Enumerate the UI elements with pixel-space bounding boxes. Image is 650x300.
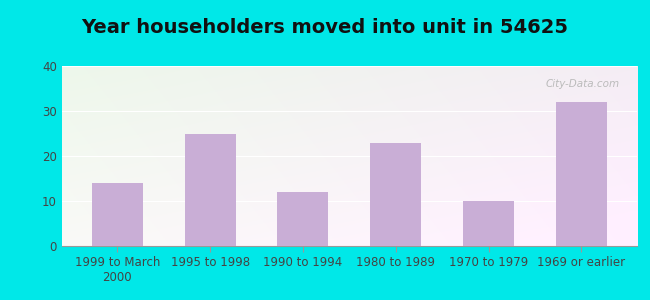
Text: City-Data.com: City-Data.com [545, 79, 619, 88]
Bar [370, 142, 421, 246]
Text: Year householders moved into unit in 54625: Year householders moved into unit in 546… [81, 18, 569, 37]
Bar [92, 183, 143, 246]
Bar [556, 102, 607, 246]
Bar [278, 192, 328, 246]
Bar [463, 201, 514, 246]
Bar [185, 134, 236, 246]
